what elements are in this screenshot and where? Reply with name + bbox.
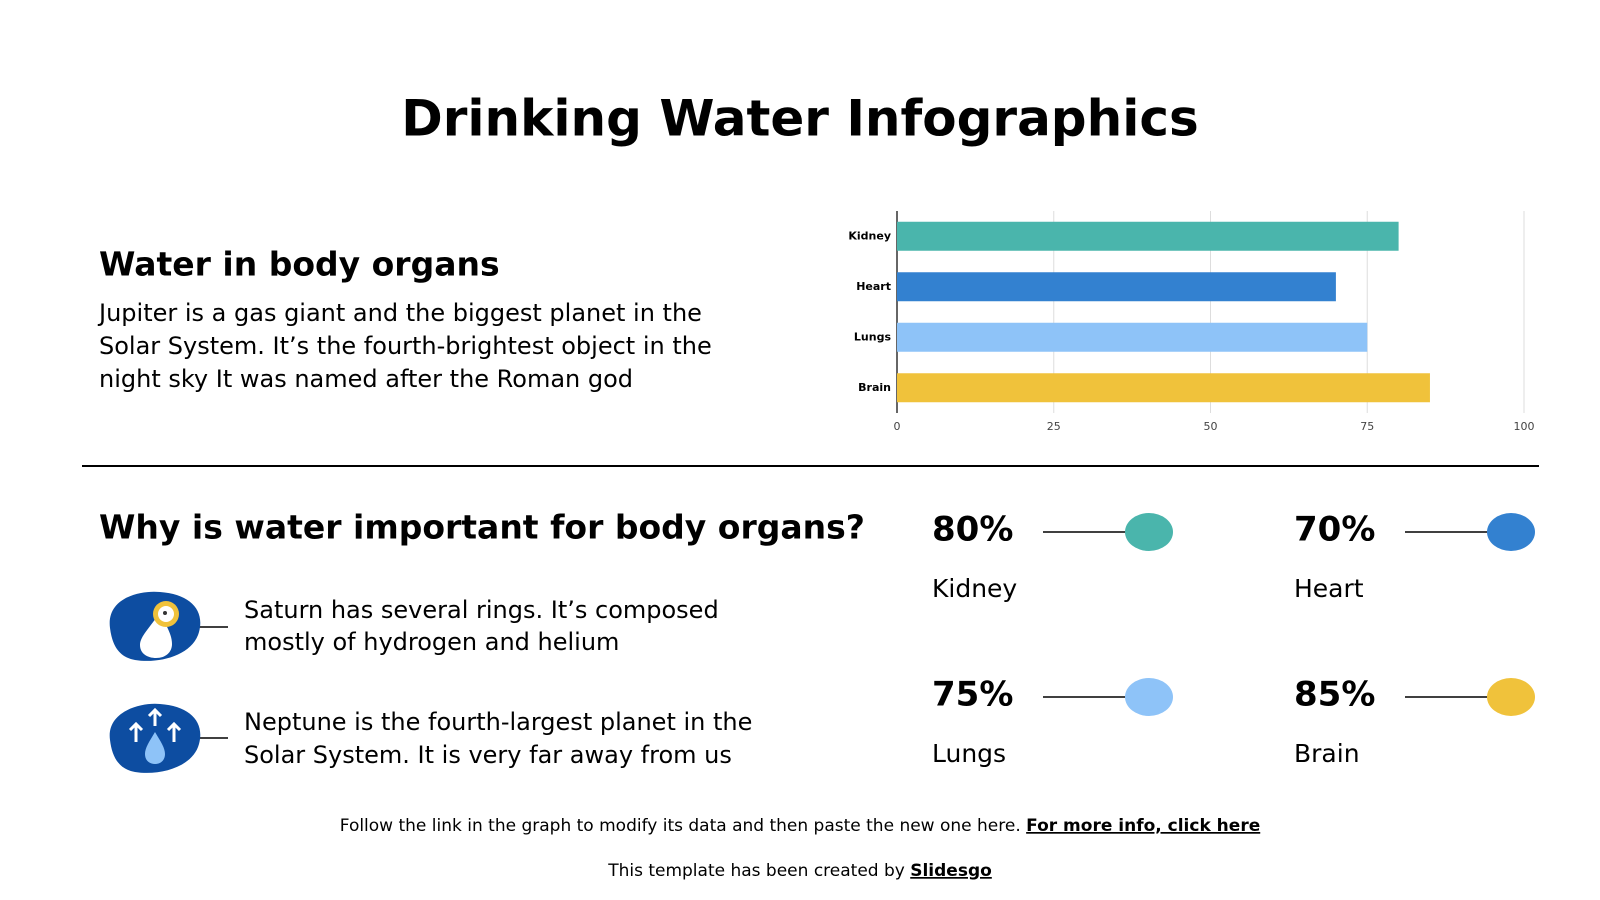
note: Follow the link in the graph to modify i… (340, 816, 1021, 836)
y-tick-label: Brain (858, 381, 891, 394)
body-line: Jupiter is a gas giant and the biggest p… (97, 299, 702, 327)
icon-drop (109, 703, 228, 773)
stat-blob (1487, 513, 1535, 551)
x-tick-label: 100 (1514, 420, 1535, 433)
bar (897, 373, 1430, 403)
stat-blob (1487, 678, 1535, 716)
bar (897, 322, 1368, 352)
x-tick-label: 0 (894, 420, 901, 433)
stat-value: 80% (932, 510, 1013, 550)
footer-note: Follow the link in the graph to modify i… (340, 816, 1260, 836)
stat-blob (1125, 678, 1173, 716)
item-line: mostly of hydrogen and helium (244, 628, 619, 656)
footer-credit: This template has been created by Slides… (607, 861, 992, 881)
stat-name: Lungs (932, 739, 1006, 768)
x-tick-label: 50 (1204, 420, 1218, 433)
body-line: Solar System. It’s the fourth-brightest … (99, 332, 712, 360)
stat-name: Brain (1294, 739, 1360, 768)
body-line: night sky It was named after the Roman g… (99, 365, 633, 393)
bar (897, 221, 1399, 251)
y-tick-label: Lungs (854, 330, 892, 343)
title: Drinking Water Infographics (401, 90, 1199, 148)
icon-bubble (109, 591, 228, 661)
link[interactable]: For more info, click here (1026, 816, 1260, 836)
stat-blob (1125, 513, 1173, 551)
item-line: Neptune is the fourth-largest planet in … (244, 708, 752, 736)
section-heading: Why is water important for body organs? (99, 508, 865, 547)
stat-name: Heart (1294, 574, 1364, 603)
stat-value: 85% (1294, 675, 1375, 715)
credit: This template has been created by (607, 861, 905, 881)
x-tick-label: 25 (1047, 420, 1061, 433)
stat-value: 75% (932, 675, 1013, 715)
item-line: Saturn has several rings. It’s composed (244, 596, 719, 624)
credit-link[interactable]: Slidesgo (910, 861, 992, 881)
stat-value: 70% (1294, 510, 1375, 550)
section-heading: Water in body organs (99, 245, 500, 284)
x-tick-label: 75 (1360, 420, 1374, 433)
stat-name: Kidney (932, 574, 1017, 603)
bar (897, 272, 1336, 302)
y-tick-label: Kidney (848, 229, 891, 242)
item-line: Solar System. It is very far away from u… (244, 741, 732, 769)
y-tick-label: Heart (856, 280, 891, 293)
